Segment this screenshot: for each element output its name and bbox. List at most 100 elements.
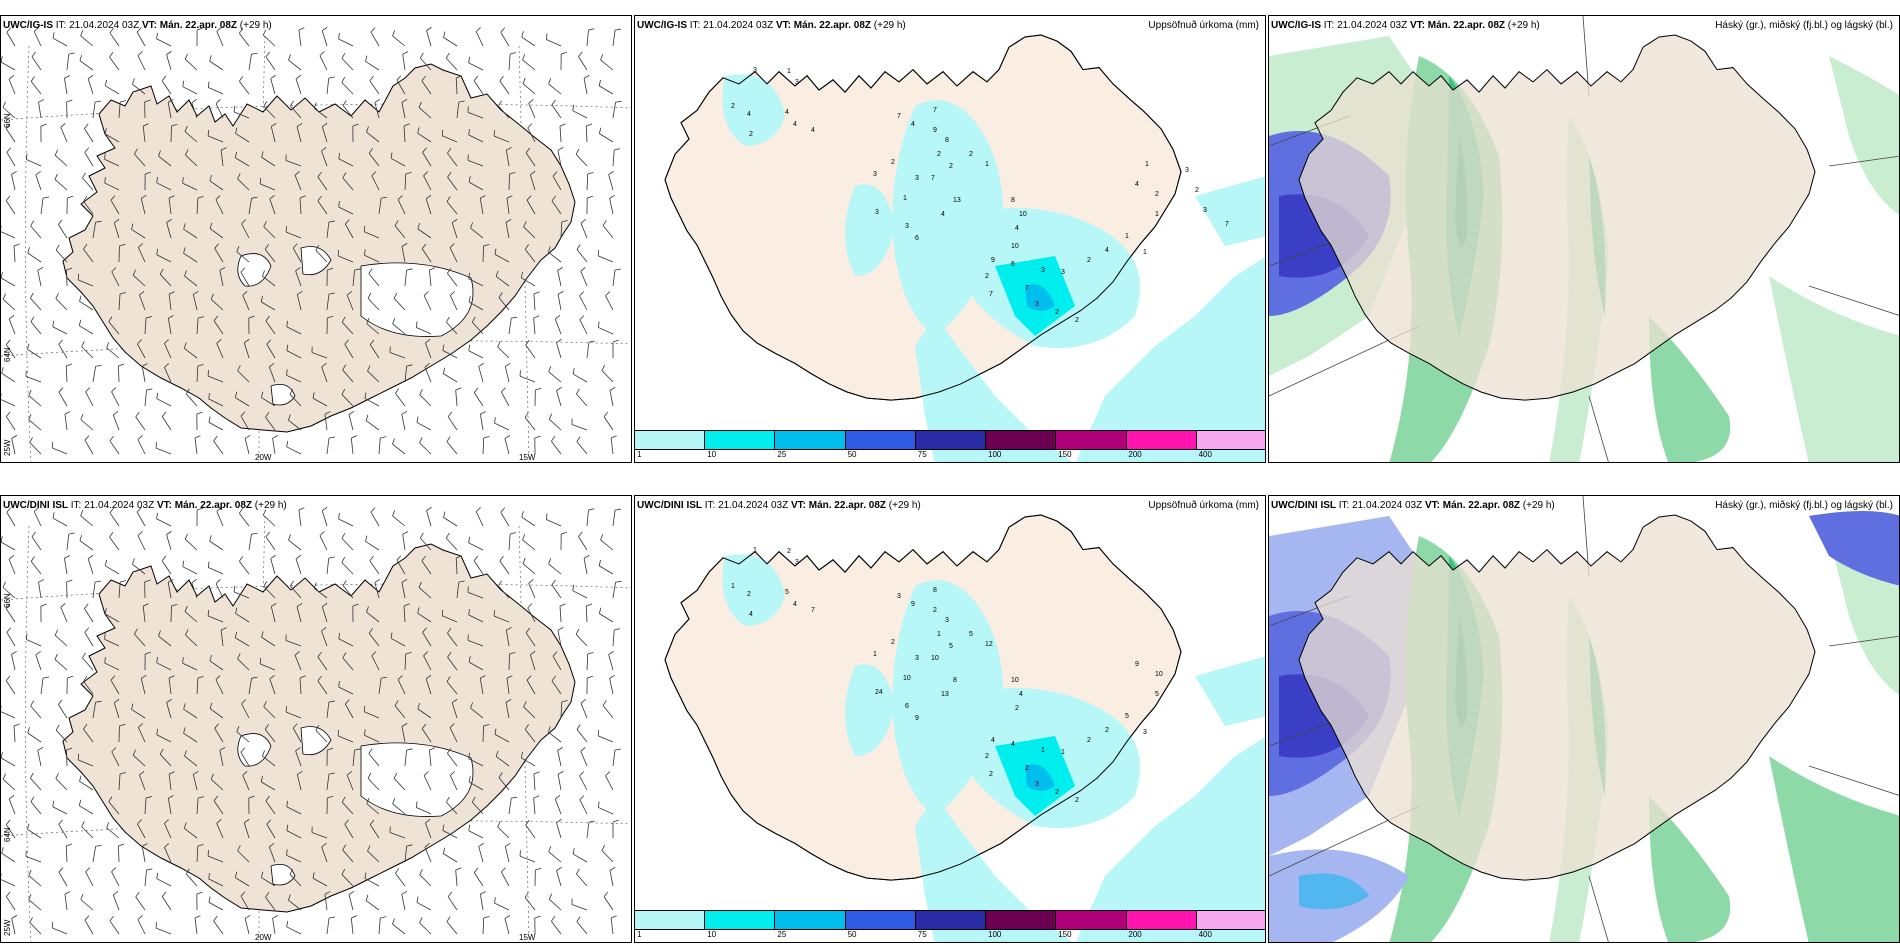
precip-value-label: 10 (1011, 243, 1019, 250)
bottom-lon-20-label: 20W (255, 933, 272, 942)
precip-value-label: 12 (985, 641, 993, 648)
precip-value-label: 1 (1061, 749, 1065, 756)
precip-value-label: 6 (905, 703, 909, 710)
precip-value-label: 4 (793, 121, 797, 128)
precip-value-label: 3 (753, 67, 757, 74)
precip-value-label: 2 (1075, 317, 1079, 324)
precip-value-label: 1 (1145, 161, 1149, 168)
precip-value-label: 3 (795, 559, 799, 566)
precip-value-label: 7 (933, 107, 937, 114)
colorbar-label: 25 (777, 450, 787, 459)
precip-value-label: 1 (731, 583, 735, 590)
precip-value-label: 13 (953, 197, 961, 204)
colorbar-label: 75 (917, 450, 927, 459)
colorbar-swatch-4 (845, 431, 916, 449)
precip-value-label: 3 (873, 171, 877, 178)
top-lat-64-label: 64N (3, 347, 12, 362)
top-lon-25-label: 25W (3, 439, 12, 456)
precip-value-label: 2 (1087, 257, 1091, 264)
precip-value-label: 2 (1195, 187, 1199, 194)
precip-value-label: 2 (891, 159, 895, 166)
panel-subtitle: Háský (gr.), miðský (fj.bl.) og lágský (… (1715, 500, 1893, 511)
colorbar-label: 100 (988, 930, 1002, 939)
colorbar-label: 100 (988, 450, 1002, 459)
precip-value-label: 8 (933, 587, 937, 594)
precip-value-label: 2 (933, 607, 937, 614)
precip-value-label: 4 (1011, 741, 1015, 748)
precip-value-label: 5 (785, 589, 789, 596)
colorbar-labels: 1 10 25 50 75 100 150 200 400 (635, 450, 1265, 462)
precip-value-label: 10 (931, 655, 939, 662)
precip-value-label: 3 (1035, 301, 1039, 308)
colorbar-swatch-3 (775, 431, 846, 449)
precip-value-label: 8 (953, 677, 957, 684)
precip-value-label: 2 (749, 131, 753, 138)
precip-value-label: 1 (985, 161, 989, 168)
panel-subtitle: Uppsöfnuð úrkoma (mm) (1148, 500, 1259, 511)
top-lon-20-label: 20W (255, 453, 272, 462)
precip-value-label: 3 (1203, 207, 1207, 214)
bottom-lat-64-label: 64N (3, 827, 12, 842)
precip-value-label: 10 (1011, 677, 1019, 684)
colorbar-label: 25 (777, 930, 787, 939)
colorbar-swatch-3 (775, 911, 846, 929)
wind-panel-dini: UWC/DINI ISL IT: 21.04.2024 03Z VT: Mán.… (0, 495, 632, 943)
top-lon-15-label: 15W (519, 453, 536, 462)
bottom-lon-15-label: 15W (519, 933, 536, 942)
precip-value-label: 4 (785, 109, 789, 116)
precip-value-label: 2 (1087, 737, 1091, 744)
precip-value-label: 9 (991, 257, 995, 264)
precip-value-label: 10 (1019, 211, 1027, 218)
colorbar-swatch-9 (1196, 431, 1265, 449)
precip-value-label: 2 (1155, 191, 1159, 198)
colorbar-swatch-2 (705, 431, 776, 449)
precip-value-label: 1 (903, 195, 907, 202)
precip-value-label: 24 (875, 689, 883, 696)
precip-value-label: 10 (1155, 671, 1163, 678)
glaciers (237, 726, 474, 886)
precip-value-label: 2 (989, 771, 993, 778)
precip-value-label: 4 (749, 611, 753, 618)
colorbar-label: 50 (847, 930, 857, 939)
precip-value-label: 4 (991, 737, 995, 744)
colorbar-label: 50 (847, 450, 857, 459)
precip-value-label: 2 (937, 151, 941, 158)
precip-value-label: 2 (1055, 309, 1059, 316)
precip-value-label: 3 (1143, 729, 1147, 736)
colorbar-swatch-7 (1056, 431, 1127, 449)
precip-value-label: 2 (787, 548, 791, 555)
precip-value-label: 7 (1225, 221, 1229, 228)
colorbar-label: 150 (1058, 930, 1072, 939)
precip-value-label: 8 (1011, 197, 1015, 204)
colorbar-label: 10 (707, 930, 717, 939)
iceland-landmass (1298, 34, 1816, 401)
bottom-lon-25-label: 25W (3, 919, 12, 936)
precip-value-label: 4 (747, 111, 751, 118)
colorbar-swatch-6 (986, 431, 1057, 449)
precip-value-label: 5 (949, 643, 953, 650)
precip-shading (722, 554, 1265, 942)
precip-panel-dini: UWC/DINI ISL IT: 21.04.2024 03Z VT: Mán.… (634, 495, 1266, 943)
precip-value-label: 1 (873, 651, 877, 658)
top-lat-66-label: 66N (3, 113, 12, 128)
glaciers (237, 246, 474, 406)
precip-value-label: 3 (905, 223, 909, 230)
precip-value-label: 4 (911, 121, 915, 128)
colorbar-swatch-5 (915, 911, 987, 929)
precip-value-label: 2 (1075, 797, 1079, 804)
map-canvas (1269, 16, 1899, 462)
precip-value-label: 2 (985, 753, 989, 760)
precip-value-label: 3 (795, 79, 799, 86)
precip-value-label: 9 (1135, 661, 1139, 668)
panel-subtitle: Háský (gr.), miðský (fj.bl.) og lágský (… (1715, 20, 1893, 31)
precip-value-label: 3 (1061, 269, 1065, 276)
panel-title: UWC/IG-IS IT: 21.04.2024 03Z VT: Mán. 22… (1271, 20, 1540, 31)
precip-value-label: 3 (897, 593, 901, 600)
colorbar-label: 200 (1128, 450, 1142, 459)
precip-value-label: 2 (1055, 789, 1059, 796)
precip-value-label: 5 (969, 631, 973, 638)
coastline (664, 514, 1182, 881)
